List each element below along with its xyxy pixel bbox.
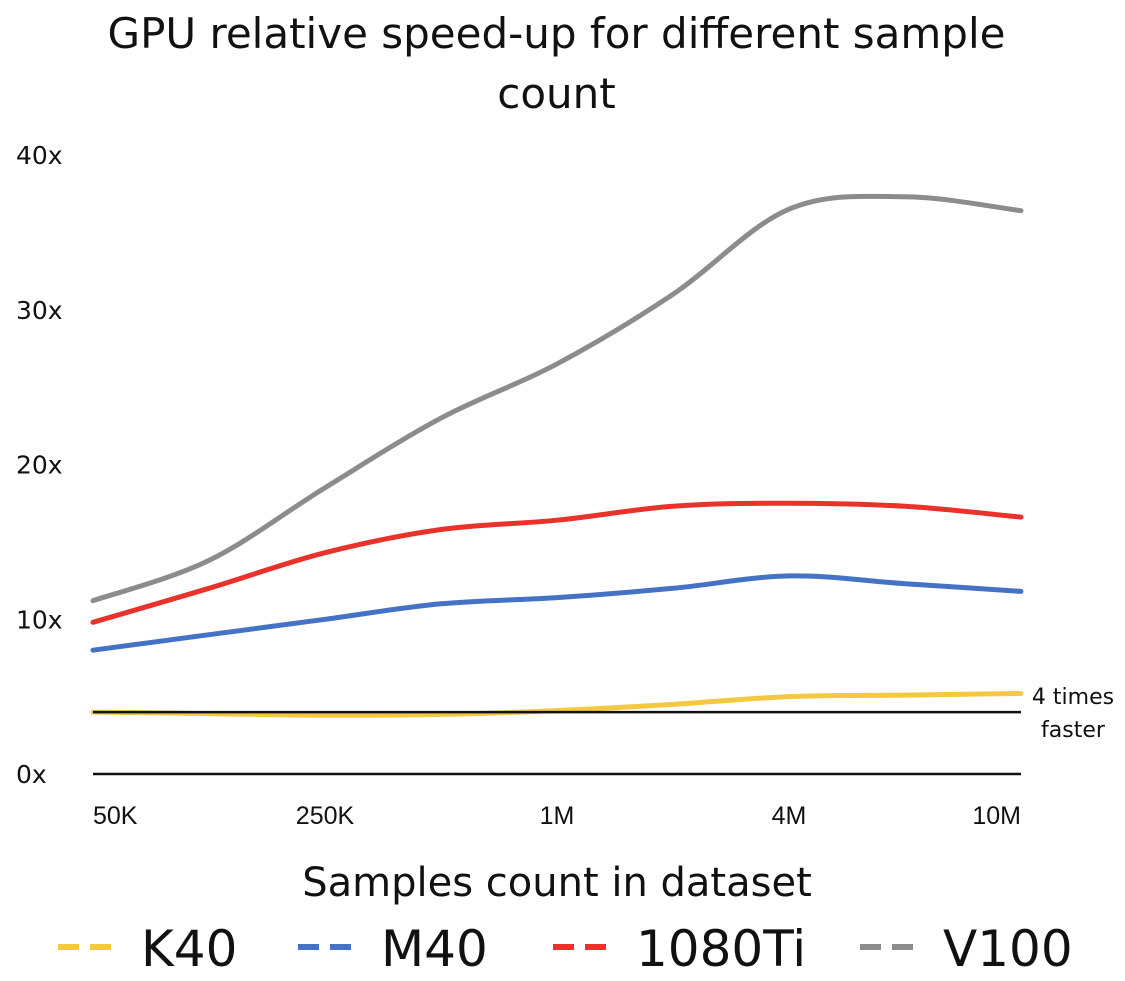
- x-tick-label: 10M: [972, 802, 1021, 830]
- legend-label-m40: M40: [381, 920, 488, 978]
- legend-label-k40: K40: [141, 920, 237, 978]
- series-line-v100: [90, 193, 1024, 604]
- legend: K40 M40 1080Ti V100: [58, 920, 1073, 978]
- reference-label-line-1: 4 times: [1032, 685, 1114, 710]
- legend-label-1080ti: 1080Ti: [636, 920, 806, 978]
- series-line-1080ti: [90, 500, 1024, 625]
- chart-title: GPU relative speed-up for different samp…: [107, 9, 1006, 118]
- y-tick-label: 40x: [16, 141, 63, 170]
- reference-label-line-2: faster: [1041, 718, 1106, 743]
- y-tick-label: 20x: [16, 451, 63, 480]
- series-line-k40: [90, 691, 1024, 718]
- y-tick-label: 30x: [16, 296, 63, 325]
- x-axis-label: Samples count in dataset: [302, 860, 812, 906]
- legend-label-v100: V100: [943, 920, 1073, 978]
- series-line-m40: [90, 573, 1024, 653]
- series-lines: [90, 193, 1024, 718]
- y-tick-label: 10x: [16, 605, 63, 634]
- x-tick-label: 1M: [540, 802, 575, 830]
- x-tick-label: 250K: [296, 802, 355, 830]
- x-axis-ticks: 50K 250K 1M 4M 10M: [93, 802, 1021, 830]
- y-axis-ticks: 0x 10x 20x 30x 40x: [16, 141, 63, 789]
- x-tick-label: 4M: [772, 802, 807, 830]
- y-tick-label: 0x: [16, 760, 47, 789]
- x-tick-label: 50K: [93, 802, 138, 830]
